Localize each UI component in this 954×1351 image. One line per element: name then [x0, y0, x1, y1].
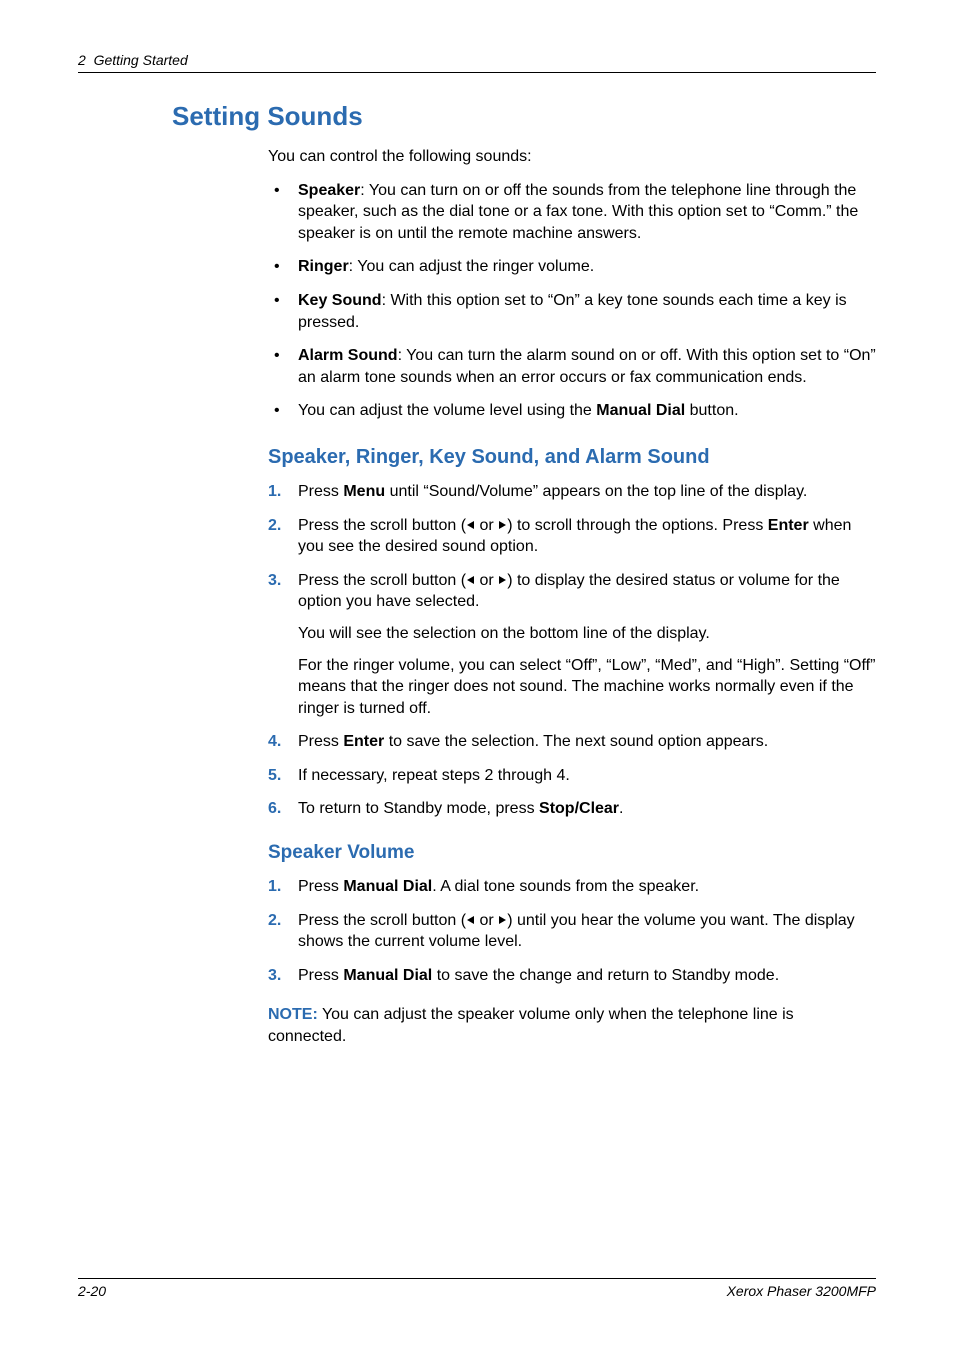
step-bold: Enter	[343, 733, 384, 750]
step-item: Press Enter to save the selection. The n…	[268, 731, 876, 753]
header-divider: 2 Getting Started	[78, 52, 876, 73]
step-bold: Menu	[343, 483, 385, 500]
section-b-title: Speaker Volume	[268, 842, 876, 864]
bullet-item: Ringer: You can adjust the ringer volume…	[268, 256, 876, 278]
footer-page-num: 2-20	[78, 1283, 106, 1299]
step-item: Press the scroll button ( or ) to scroll…	[268, 515, 876, 558]
section-a-title: Speaker, Ringer, Key Sound, and Alarm So…	[268, 446, 876, 469]
header-chapter-title: Getting Started	[94, 52, 188, 68]
bullet-bold: Ringer	[298, 258, 349, 275]
footer: 2-20 Xerox Phaser 3200MFP	[78, 1278, 876, 1299]
footer-product: Xerox Phaser 3200MFP	[727, 1283, 876, 1299]
step-bold: Enter	[768, 517, 809, 534]
scroll-arrows-icon: or	[466, 912, 507, 929]
section-b: Speaker Volume Press Manual Dial. A dial…	[268, 842, 876, 1048]
bullet-item: Speaker: You can turn on or off the soun…	[268, 180, 876, 245]
note: NOTE: You can adjust the speaker volume …	[268, 1004, 876, 1047]
section-a: Speaker, Ringer, Key Sound, and Alarm So…	[268, 446, 876, 820]
steps-b: Press Manual Dial. A dial tone sounds fr…	[268, 876, 876, 986]
bullet-item: You can adjust the volume level using th…	[268, 400, 876, 422]
scroll-arrows-icon: or	[466, 517, 507, 534]
step-item: Press Manual Dial to save the change and…	[268, 965, 876, 987]
step-bold: Manual Dial	[343, 878, 432, 895]
intro-text: You can control the following sounds:	[268, 146, 876, 168]
header-text: 2 Getting Started	[78, 52, 188, 68]
step-item: Press the scroll button ( or ) to displa…	[268, 570, 876, 720]
bullet-bold: Alarm Sound	[298, 347, 398, 364]
step-subtext: For the ringer volume, you can select “O…	[298, 655, 876, 720]
header-chapter-num: 2	[78, 52, 86, 68]
step-item: If necessary, repeat steps 2 through 4.	[268, 765, 876, 787]
content: Setting Sounds You can control the follo…	[172, 101, 876, 1048]
step-bold: Manual Dial	[343, 967, 432, 984]
step-bold: Stop/Clear	[539, 800, 619, 817]
bullet-item: Key Sound: With this option set to “On” …	[268, 290, 876, 333]
step-item: Press Manual Dial. A dial tone sounds fr…	[268, 876, 876, 898]
step-item: Press the scroll button ( or ) until you…	[268, 910, 876, 953]
bullet-item: Alarm Sound: You can turn the alarm soun…	[268, 345, 876, 388]
bullet-bold: Key Sound	[298, 292, 382, 309]
note-label: NOTE:	[268, 1006, 318, 1023]
steps-a: Press Menu until “Sound/Volume” appears …	[268, 481, 876, 820]
scroll-arrows-icon: or	[466, 572, 507, 589]
intro-block: You can control the following sounds: Sp…	[268, 146, 876, 422]
step-item: Press Menu until “Sound/Volume” appears …	[268, 481, 876, 503]
bullet-list: Speaker: You can turn on or off the soun…	[268, 180, 876, 422]
section-title: Setting Sounds	[172, 101, 876, 132]
bullet-bold: Manual Dial	[596, 402, 685, 419]
note-text: You can adjust the speaker volume only w…	[268, 1006, 794, 1045]
bullet-bold: Speaker	[298, 182, 360, 199]
page: 2 Getting Started Setting Sounds You can…	[0, 0, 954, 1351]
step-subtext: You will see the selection on the bottom…	[298, 623, 876, 645]
step-item: To return to Standby mode, press Stop/Cl…	[268, 798, 876, 820]
